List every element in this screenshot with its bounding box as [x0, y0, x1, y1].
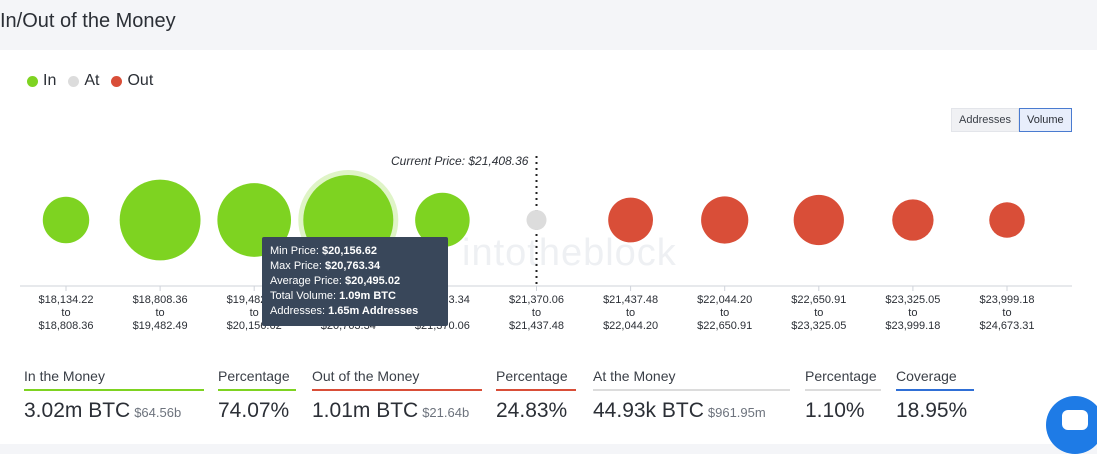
stat-label: At the Money	[593, 368, 790, 391]
x-tick-label-from: $22,650.91	[791, 294, 847, 306]
tooltip-max-label: Max Price:	[270, 260, 326, 272]
tooltip-min-label: Min Price:	[270, 245, 322, 257]
x-tick-label: $18,808.36 to $19,482.49	[120, 294, 200, 333]
stat-out-percentage: Percentage 24.83%	[496, 368, 576, 423]
x-tick-label-from: $21,370.06	[508, 294, 565, 306]
bubble-out-9[interactable]	[892, 199, 934, 241]
x-tick-label-from: $18,808.36	[132, 294, 188, 306]
x-tick-label-to: $23,325.05	[791, 320, 847, 332]
x-tick-label-to: $22,044.20	[603, 320, 659, 332]
legend-dot-out	[111, 75, 123, 87]
chat-icon	[1062, 410, 1088, 430]
tooltip-vol-value: 1.09m BTC	[339, 290, 396, 302]
x-tick-label: $18,134.22 to $18,808.36	[26, 294, 106, 333]
x-tick-label-to: $21,437.48	[508, 320, 565, 332]
current-price-label: Current Price: $21,408.36	[391, 154, 529, 168]
stat-out-of-the-money: Out of the Money 1.01m BTC $21.64b	[312, 368, 482, 423]
legend: In At Out	[27, 72, 153, 90]
legend-label-out: Out	[127, 72, 154, 89]
legend-item-in[interactable]: In	[27, 72, 56, 90]
bubble-out-8[interactable]	[793, 194, 844, 246]
volume-button[interactable]: Volume	[1018, 108, 1072, 132]
x-tick-label-to-word: to	[626, 307, 636, 319]
stat-sub: $961.95m	[707, 405, 766, 420]
x-tick-label-to: $18,808.36	[38, 320, 94, 332]
x-tick-label: $22,044.20 to $22,650.91	[685, 294, 765, 333]
x-tick-label-to: $22,650.91	[697, 320, 753, 332]
x-tick-label-from: $21,437.48	[603, 294, 659, 306]
legend-item-at[interactable]: At	[68, 72, 99, 90]
chat-button[interactable]	[1046, 396, 1097, 454]
stat-value: 18.95%	[896, 399, 968, 422]
tooltip: Min Price: $20,156.62 Max Price: $20,763…	[262, 237, 448, 326]
x-tick-label-from: $22,044.20	[697, 294, 753, 306]
summary-stats: In the Money 3.02m BTC $64.56b Percentage…	[0, 368, 1097, 444]
stat-sub: $64.56b	[134, 405, 182, 420]
stat-label: Out of the Money	[312, 368, 482, 391]
bubble-in-0[interactable]	[42, 196, 90, 244]
x-tick-label-to-word: to	[61, 307, 71, 319]
legend-item-out[interactable]: Out	[111, 72, 153, 90]
stat-in-percentage: Percentage 74.07%	[218, 368, 296, 423]
stat-value: 74.07%	[218, 399, 290, 422]
stat-value: 1.01m BTC	[312, 399, 419, 422]
x-tick-label-to: $24,673.31	[979, 320, 1035, 332]
stat-sub: $21.64b	[422, 405, 470, 420]
x-tick-label-from: $23,999.18	[979, 294, 1035, 306]
tooltip-addr-value: 1.65m Addresses	[328, 305, 419, 317]
page-title: In/Out of the Money	[0, 10, 176, 32]
x-tick-label-to-word: to	[1002, 307, 1012, 319]
bubble-at-5[interactable]	[526, 210, 547, 230]
x-tick-label-from: $18,134.22	[38, 294, 94, 306]
stat-coverage: Coverage 18.95%	[896, 368, 974, 423]
bubble-chart	[20, 156, 1072, 291]
stat-at-the-money: At the Money 44.93k BTC $961.95m	[593, 368, 790, 423]
stat-label: Percentage	[805, 368, 881, 391]
tooltip-min-value: $20,156.62	[321, 245, 378, 257]
x-tick-label-to-word: to	[155, 307, 165, 319]
stat-label: In the Money	[24, 368, 204, 391]
x-tick-label-to-word: to	[908, 307, 918, 319]
legend-label-at: At	[84, 72, 100, 89]
tooltip-max-value: $20,763.34	[325, 260, 381, 272]
stat-at-percentage: Percentage 1.10%	[805, 368, 881, 423]
tooltip-addr-label: Addresses:	[270, 305, 329, 317]
metric-toggle: Addresses Volume	[951, 108, 1072, 132]
legend-dot-in	[27, 75, 38, 87]
stat-value: 3.02m BTC	[24, 399, 131, 422]
legend-label-in: In	[43, 72, 57, 89]
x-tick-label-to: $23,999.18	[885, 320, 941, 332]
bubble-out-6[interactable]	[608, 197, 653, 243]
x-tick-label: $22,650.91 to $23,325.05	[779, 294, 859, 333]
bubble-in-4[interactable]	[415, 192, 470, 248]
x-tick-label: $23,325.05 to $23,999.18	[873, 294, 953, 333]
stat-label: Percentage	[218, 368, 296, 391]
stat-in-the-money: In the Money 3.02m BTC $64.56b	[24, 368, 204, 423]
bubble-in-1[interactable]	[119, 179, 201, 261]
addresses-button[interactable]: Addresses	[951, 108, 1019, 132]
x-tick-label: $21,437.48 to $22,044.20	[591, 294, 671, 333]
x-tick-label-from: $23,325.05	[885, 294, 941, 306]
stat-value: 1.10%	[805, 399, 865, 422]
stat-value: 24.83%	[496, 399, 568, 422]
x-tick-label-to-word: to	[814, 307, 824, 319]
stat-label: Percentage	[496, 368, 576, 391]
stat-value: 44.93k BTC	[593, 399, 704, 422]
stat-label: Coverage	[896, 368, 974, 391]
x-tick-label-to-word: to	[249, 307, 259, 319]
bubble-out-10[interactable]	[989, 202, 1025, 238]
x-tick-label-to: $19,482.49	[132, 320, 188, 332]
x-tick-label: $21,370.06 to $21,437.48	[497, 294, 577, 333]
x-tick-label: $23,999.18 to $24,673.31	[967, 294, 1047, 333]
x-tick-label-to-word: to	[720, 307, 730, 319]
x-tick-label-to-word: to	[531, 307, 542, 319]
tooltip-vol-label: Total Volume:	[270, 290, 340, 302]
legend-dot-at	[68, 75, 80, 87]
bubble-out-7[interactable]	[701, 196, 749, 244]
tooltip-avg-value: $20,495.02	[345, 275, 401, 287]
tooltip-avg-label: Average Price:	[270, 275, 346, 287]
